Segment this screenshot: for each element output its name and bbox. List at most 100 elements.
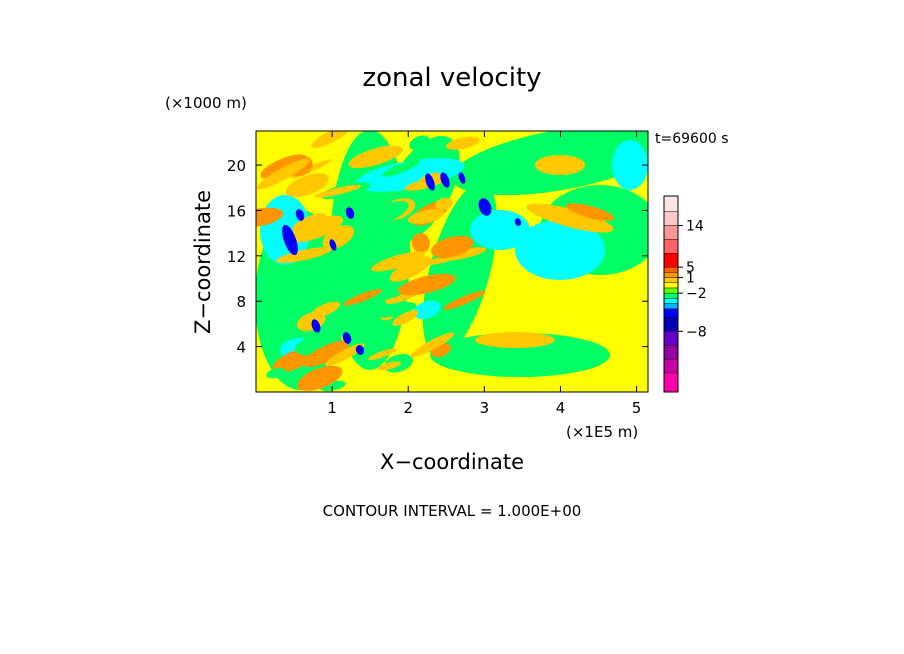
y-axis-label: Z−coordinate xyxy=(191,190,215,334)
field-patch xyxy=(515,220,605,280)
x-tick-label: 1 xyxy=(327,399,337,417)
field-patch xyxy=(443,290,486,310)
colorbar-band xyxy=(663,308,679,318)
field-patch xyxy=(411,233,430,253)
colorbar-band xyxy=(663,372,679,393)
colorbar-band xyxy=(663,272,679,278)
plot-frame xyxy=(255,130,649,393)
colorbar-band xyxy=(663,195,679,212)
field-patch xyxy=(430,333,610,377)
y-tick-label: 16 xyxy=(227,202,246,220)
field-patch xyxy=(407,209,445,224)
field-patch xyxy=(371,302,417,318)
x-tick-label: 2 xyxy=(403,399,413,417)
field-patch xyxy=(290,215,344,243)
field-patch xyxy=(470,210,530,250)
colorbar-tick-label: 14 xyxy=(686,218,704,234)
x-axis-label: X−coordinate xyxy=(380,450,524,474)
field-patch xyxy=(348,145,403,169)
x-tick-label: 3 xyxy=(480,399,490,417)
field-patch xyxy=(565,203,615,221)
colorbar-band xyxy=(663,225,679,240)
colorbar-tick-label: 5 xyxy=(686,260,695,276)
velocity-field xyxy=(256,131,648,392)
field-patch xyxy=(256,158,310,190)
field-patch xyxy=(276,247,332,263)
colorbar-tick-label: −2 xyxy=(686,286,707,302)
field-core xyxy=(295,209,305,221)
field-patch xyxy=(377,361,402,371)
colorbar-tick-label: −8 xyxy=(686,324,707,340)
x-tick-label: 4 xyxy=(556,399,566,417)
colorbar-band xyxy=(663,331,679,346)
field-core xyxy=(478,198,492,216)
field-core xyxy=(282,224,298,256)
field-core xyxy=(311,319,321,333)
y-unit-label: (×1000 m) xyxy=(165,94,247,112)
field-core xyxy=(458,172,466,184)
colorbar-band xyxy=(663,287,679,294)
field-patch xyxy=(297,365,343,391)
field-patch xyxy=(256,263,312,284)
colorbar-band xyxy=(663,292,679,299)
field-core xyxy=(355,345,365,355)
colorbar-band xyxy=(663,253,679,268)
colorbar-band xyxy=(663,298,679,304)
field-patch xyxy=(409,135,430,151)
field-patch xyxy=(266,368,286,379)
field-patch xyxy=(292,213,327,233)
colorbar-band xyxy=(663,277,679,283)
y-tick-label: 12 xyxy=(227,248,246,266)
colorbar-band xyxy=(663,211,679,226)
field-core xyxy=(345,207,355,219)
colorbar-band xyxy=(663,266,679,273)
field-patch xyxy=(285,173,329,198)
field-core xyxy=(342,332,352,344)
field-patch xyxy=(382,159,421,177)
field-patch xyxy=(435,197,453,210)
field-patch xyxy=(410,332,455,358)
field-patch xyxy=(535,155,585,175)
field-patch xyxy=(612,140,648,190)
colorbar: 14 51−2 −8 xyxy=(663,195,707,393)
field-patch xyxy=(325,343,365,367)
field-patch xyxy=(430,235,474,258)
y-axis: 4 8 12 16 20 xyxy=(227,157,648,357)
y-tick-label: 4 xyxy=(236,339,246,357)
x-axis: 1 2 3 4 5 xyxy=(327,131,641,417)
colorbar-band xyxy=(663,239,679,254)
chart-title: zonal velocity xyxy=(362,63,541,93)
field-patch xyxy=(475,332,555,348)
colorbar-band xyxy=(663,303,679,309)
field-patch xyxy=(368,348,397,360)
time-label: t=69600 s xyxy=(655,131,729,147)
field-patch xyxy=(446,136,480,150)
contour-interval-footer: CONTOUR INTERVAL = 1.000E+00 xyxy=(323,502,582,520)
colorbar-band xyxy=(663,317,679,332)
field-patch xyxy=(343,289,382,306)
colorbar-band xyxy=(663,344,679,360)
field-patch xyxy=(413,300,441,320)
field-core xyxy=(440,172,450,188)
field-core xyxy=(514,218,522,226)
field-core xyxy=(425,173,435,191)
y-tick-label: 20 xyxy=(227,157,246,175)
colorbar-band xyxy=(663,282,679,289)
x-unit-label: (×1E5 m) xyxy=(566,423,638,441)
colorbar-band xyxy=(663,358,679,374)
x-tick-label: 5 xyxy=(632,399,642,417)
field-core xyxy=(329,239,337,251)
field-patch xyxy=(444,297,480,317)
field-patch xyxy=(355,200,409,229)
y-tick-label: 8 xyxy=(236,293,246,311)
colorbar-tick-label: 1 xyxy=(686,271,695,287)
field-patch xyxy=(422,257,453,266)
field-patch xyxy=(256,207,284,227)
field-patch xyxy=(398,273,456,296)
colorbar-frame xyxy=(663,195,679,393)
field-patch xyxy=(526,203,614,233)
field-patch xyxy=(389,256,432,282)
field-patch xyxy=(355,158,465,192)
field-patch xyxy=(371,251,425,272)
